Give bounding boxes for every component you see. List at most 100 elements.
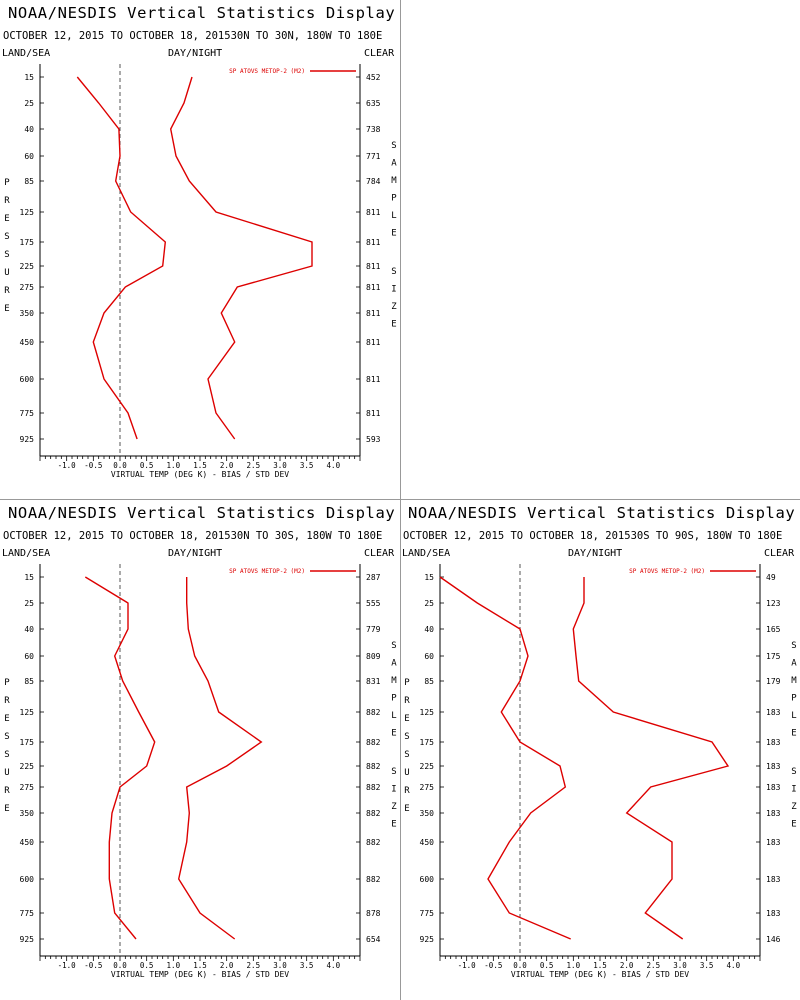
series-line-std-dev (177, 577, 263, 940)
pressure-level-label: 60 (24, 152, 34, 161)
day-night-label: DAY/NIGHT (568, 548, 623, 559)
pressure-level-label: 40 (424, 625, 434, 634)
sample-size-label: 784 (366, 177, 381, 186)
series-line-std-dev (572, 577, 730, 940)
panel-subtitle: OCTOBER 12, 2015 TO OCTOBER 18, 201530S … (403, 530, 783, 542)
pressure-axis-letter: S (404, 750, 409, 760)
sample-size-label: 811 (366, 208, 381, 217)
pressure-axis-letter: E (4, 714, 9, 724)
pressure-level-label: 15 (424, 573, 434, 582)
pressure-axis-letter: R (4, 196, 10, 206)
sample-axis-letter: P (391, 194, 397, 204)
day-night-label: DAY/NIGHT (168, 548, 223, 559)
pressure-level-label: 85 (24, 177, 34, 186)
sample-size-label: 452 (366, 73, 381, 82)
clear-label: CLEAR (764, 548, 795, 559)
x-axis-label: VIRTUAL TEMP (DEG K) - BIAS / STD DEV (111, 970, 289, 979)
size-axis-letter: Z (791, 802, 797, 812)
sample-size-label: 811 (366, 409, 381, 418)
series-line-bias (76, 76, 167, 440)
sample-axis-letter: A (791, 659, 797, 669)
x-tick-label: 2.0 (220, 961, 234, 970)
sample-axis-letter: A (391, 159, 397, 169)
x-tick-label: 0.0 (513, 961, 527, 970)
size-axis-letter: S (391, 267, 396, 277)
pressure-axis-letter: E (4, 214, 9, 224)
pressure-level-label: 40 (24, 625, 34, 634)
pressure-level-label: 25 (24, 599, 34, 608)
stats-chart-2: -1.0 -0.5 0.0 0.5 1.0 1.5 2.0 2.5 3.0 3.5 4.0 VIRTU… (4, 564, 397, 979)
pressure-level-label: 225 (420, 762, 435, 771)
stats-chart-3: -1.0 -0.5 0.0 0.5 1.0 1.5 2.0 2.5 3.0 3.5 4.0 VIRTU… (404, 564, 797, 979)
pressure-axis-letter: R (404, 696, 410, 706)
sample-size-label: 123 (766, 599, 781, 608)
sample-axis-letter: A (391, 659, 397, 669)
sample-size-label: 593 (366, 435, 381, 444)
x-tick-label: -0.5 (484, 961, 502, 970)
sample-axis-letter: M (391, 176, 397, 186)
pressure-level-label: 925 (420, 935, 435, 944)
pressure-level-label: 925 (20, 435, 35, 444)
sample-axis-letter: S (791, 641, 796, 651)
x-tick-label: -1.0 (58, 461, 77, 470)
pressure-level-label: 775 (20, 909, 35, 918)
pressure-level-label: 60 (24, 652, 34, 661)
land-sea-label: LAND/SEA (2, 548, 51, 559)
sample-axis-letter: M (391, 676, 397, 686)
sample-axis-letter: P (791, 694, 797, 704)
sample-size-label: 882 (366, 783, 381, 792)
pressure-axis-letter: R (4, 786, 10, 796)
sample-axis-letter: P (391, 694, 397, 704)
sample-axis-letter: L (391, 711, 396, 721)
size-axis-letter: Z (391, 802, 397, 812)
pressure-axis-letter: R (4, 696, 10, 706)
pressure-level-label: 25 (24, 99, 34, 108)
sample-size-label: 183 (766, 909, 781, 918)
pressure-level-label: 125 (20, 708, 35, 717)
pressure-level-label: 775 (20, 409, 35, 418)
stats-panel-3: NOAA/NESDIS Vertical Statistics Display … (400, 500, 800, 1000)
pressure-axis-letter: R (404, 786, 410, 796)
pressure-level-label: 275 (20, 783, 35, 792)
x-tick-label: 3.0 (273, 961, 287, 970)
pressure-level-label: 350 (420, 809, 435, 818)
x-tick-label: 3.5 (300, 961, 314, 970)
pressure-axis-letter: P (4, 178, 10, 188)
pressure-level-label: 600 (420, 875, 435, 884)
land-sea-label: LAND/SEA (2, 48, 51, 59)
size-axis-letter: E (391, 320, 396, 330)
sample-size-label: 183 (766, 708, 781, 717)
x-tick-label: 1.0 (167, 961, 181, 970)
stats-chart-1: -1.0 -0.5 0.0 0.5 1.0 1.5 2.0 2.5 3.0 3.5 4.0 VIRTU… (4, 64, 397, 479)
x-tick-label: 2.0 (620, 961, 634, 970)
pressure-axis-letter: U (4, 268, 9, 278)
stats-panel-2: NOAA/NESDIS Vertical Statistics Display … (0, 500, 400, 1000)
size-axis-letter: I (391, 285, 396, 295)
sample-size-label: 183 (766, 875, 781, 884)
legend-label: SP ATOVS METOP-2 (M2) (229, 568, 305, 575)
x-tick-label: 1.5 (593, 961, 607, 970)
pressure-level-label: 15 (24, 573, 34, 582)
series-line-bias (84, 576, 156, 940)
x-tick-label: 4.0 (727, 961, 741, 970)
pressure-level-label: 125 (420, 708, 435, 717)
pressure-level-label: 225 (20, 762, 35, 771)
x-tick-label: 0.5 (540, 961, 554, 970)
sample-size-label: 882 (366, 738, 381, 747)
sample-size-label: 183 (766, 762, 781, 771)
sample-size-label: 882 (366, 809, 381, 818)
sample-size-label: 183 (766, 783, 781, 792)
x-tick-label: 1.0 (567, 961, 581, 970)
panel-title: NOAA/NESDIS Vertical Statistics Display (8, 504, 396, 522)
pressure-level-label: 275 (20, 283, 35, 292)
series-line-std-dev (169, 76, 313, 440)
sample-size-label: 811 (366, 375, 381, 384)
vertical-divider (400, 0, 401, 1000)
x-tick-label: 3.5 (300, 461, 314, 470)
pressure-level-label: 85 (424, 677, 434, 686)
x-tick-label: 2.5 (247, 961, 261, 970)
day-night-label: DAY/NIGHT (168, 48, 223, 59)
sample-size-label: 175 (766, 652, 781, 661)
pressure-axis-letter: R (4, 286, 10, 296)
pressure-axis-letter: U (4, 768, 9, 778)
